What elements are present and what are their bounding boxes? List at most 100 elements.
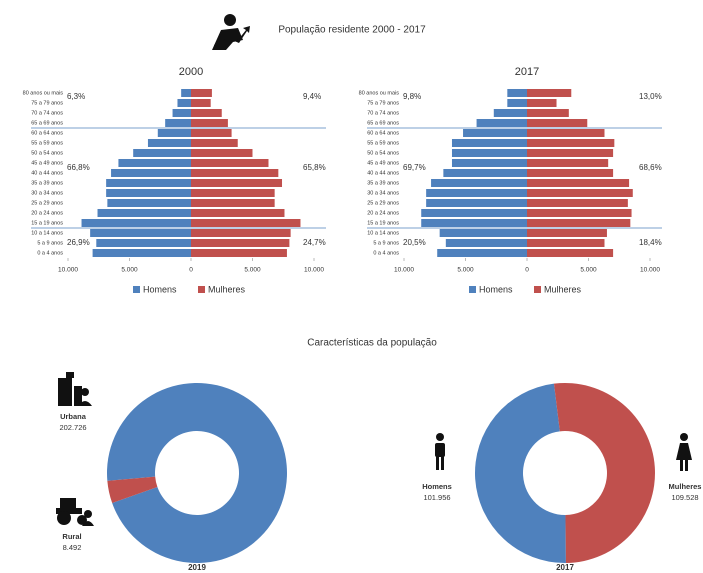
age-label: 5 a 9 anos (37, 240, 63, 246)
bar (421, 209, 527, 217)
bar (527, 89, 572, 97)
x-tick-label: 5.000 (121, 267, 138, 274)
bar (527, 169, 614, 177)
share-label: 6,3% (67, 92, 85, 101)
bar (426, 189, 527, 197)
bar (191, 109, 222, 117)
x-tick-label: 10.000 (394, 267, 414, 274)
bar (191, 119, 228, 127)
bar (157, 129, 191, 137)
slice-value: 202.726 (59, 423, 86, 432)
share-label: 69,7% (403, 163, 426, 172)
age-label: 70 a 74 anos (367, 110, 399, 116)
age-label: 30 a 34 anos (367, 190, 399, 196)
donut-slice (107, 383, 288, 563)
legend-swatch (469, 286, 476, 293)
age-label: 75 a 79 anos (367, 100, 399, 106)
bar (527, 209, 632, 217)
share-label: 13,0% (639, 92, 662, 101)
bar (507, 99, 527, 107)
bar (527, 149, 614, 157)
bar (527, 119, 588, 127)
age-label: 50 a 54 anos (367, 150, 399, 156)
x-tick-label: 0 (525, 267, 529, 274)
bar (443, 169, 527, 177)
chart-title: 2017 (556, 563, 574, 572)
bar (191, 249, 287, 257)
growth-icon (212, 14, 250, 50)
bar (527, 249, 614, 257)
bar (191, 199, 275, 207)
slice-label: Rural (62, 532, 81, 541)
age-label: 40 a 44 anos (31, 170, 63, 176)
donut-slice (107, 476, 158, 504)
bar (191, 149, 253, 157)
age-label: 10 a 14 anos (367, 230, 399, 236)
bar (191, 209, 285, 217)
bar (106, 179, 191, 187)
age-label: 75 a 79 anos (31, 100, 63, 106)
legend-swatch (534, 286, 541, 293)
slice-label: Urbana (60, 412, 87, 421)
legend-swatch (198, 286, 205, 293)
share-label: 65,8% (303, 163, 326, 172)
age-label: 65 a 69 anos (31, 120, 63, 126)
bar (507, 89, 527, 97)
x-tick-label: 10.000 (640, 267, 660, 274)
slice-value: 101.956 (423, 493, 450, 502)
bar (527, 99, 557, 107)
x-tick-label: 10.000 (58, 267, 78, 274)
age-label: 55 a 59 anos (367, 140, 399, 146)
bar (81, 219, 191, 227)
age-label: 5 a 9 anos (373, 240, 399, 246)
bar (463, 129, 527, 137)
age-label: 45 a 49 anos (31, 160, 63, 166)
bar (96, 239, 191, 247)
age-label: 35 a 39 anos (31, 180, 63, 186)
chart-title: 2000 (179, 66, 203, 78)
bar (527, 179, 630, 187)
slice-label: Mulheres (669, 482, 702, 491)
age-label: 10 a 14 anos (31, 230, 63, 236)
bar (172, 109, 191, 117)
age-label: 15 a 19 anos (367, 220, 399, 226)
x-tick-label: 5.000 (457, 267, 474, 274)
age-label: 25 a 29 anos (367, 200, 399, 206)
bar (106, 189, 191, 197)
age-label: 0 a 4 anos (37, 250, 63, 256)
bar (527, 159, 609, 167)
bar (421, 219, 527, 227)
bar (191, 229, 291, 237)
bar (493, 109, 527, 117)
bar (451, 149, 527, 157)
age-label: 80 anos ou mais (359, 90, 400, 96)
bar (527, 189, 633, 197)
age-label: 30 a 34 anos (31, 190, 63, 196)
age-label: 65 a 69 anos (367, 120, 399, 126)
bar (191, 129, 232, 137)
age-label: 35 a 39 anos (367, 180, 399, 186)
bar (527, 219, 631, 227)
share-label: 9,8% (403, 92, 421, 101)
age-label: 15 a 19 anos (31, 220, 63, 226)
bar (191, 239, 290, 247)
bar (431, 179, 527, 187)
bar (527, 229, 607, 237)
tractor-icon (56, 498, 94, 526)
age-label: 70 a 74 anos (31, 110, 63, 116)
x-tick-label: 10.000 (304, 267, 324, 274)
main-title: População residente 2000 - 2017 (278, 25, 426, 36)
share-label: 18,4% (639, 238, 662, 247)
legend-label: Mulheres (208, 284, 246, 294)
share-label: 26,9% (67, 238, 90, 247)
bar (97, 209, 191, 217)
x-tick-label: 0 (189, 267, 193, 274)
bar (165, 119, 191, 127)
donut-slice (553, 383, 655, 563)
age-label: 60 a 64 anos (367, 130, 399, 136)
bar (451, 139, 527, 147)
bar (107, 199, 191, 207)
man-icon (435, 433, 445, 470)
bar (191, 169, 279, 177)
